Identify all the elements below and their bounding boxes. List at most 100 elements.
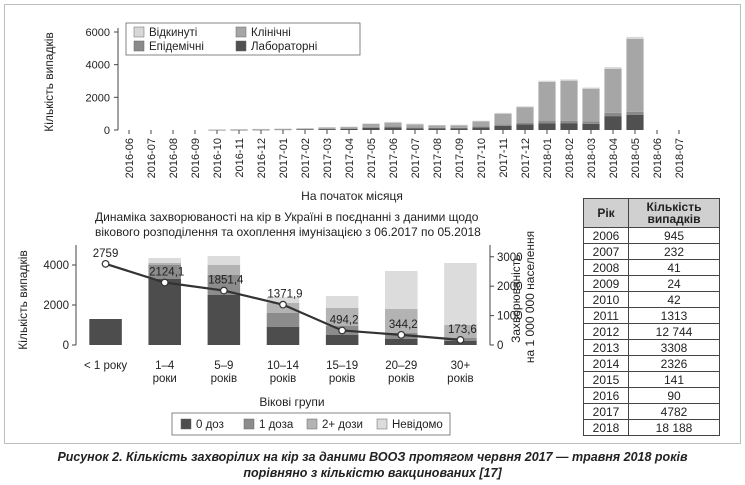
age-legend-label: 2+ дози — [322, 419, 363, 431]
monthly-bar-segment — [340, 126, 358, 128]
monthly-bar-segment — [340, 126, 358, 129]
monthly-bar-segment — [340, 128, 358, 130]
table-row: 2017 4782 — [583, 403, 720, 420]
monthly-bar-segment — [472, 120, 490, 122]
monthly-bar-segment — [318, 128, 336, 130]
monthly-bar-segment — [274, 128, 292, 130]
monthly-bar-segment — [560, 120, 578, 124]
incidence-data-label: 173,6 — [448, 324, 477, 336]
incidence-point — [101, 259, 110, 268]
monthly-x-tick-label: 2016-08 — [168, 138, 180, 178]
monthly-bar-segment — [538, 123, 556, 130]
age-legend-label: Невідомо — [392, 419, 443, 431]
monthly-bar-segment — [560, 80, 578, 121]
table-cell-year: 2018 — [583, 419, 629, 436]
table-header-row: Рік Кількість випадків — [583, 198, 720, 228]
monthly-bar-segment — [406, 128, 424, 130]
monthly-legend-label: Епідемічні — [149, 41, 204, 53]
table-cell-year: 2010 — [583, 291, 629, 308]
monthly-bar-segment — [626, 114, 644, 130]
monthly-bar-segment — [516, 107, 534, 123]
age-y-axis-label: Кількість випадків — [16, 250, 30, 349]
monthly-x-tick-label: 2016-09 — [190, 138, 202, 178]
table-row: 2013 3308 — [583, 339, 720, 356]
monthly-bar-segment — [318, 129, 336, 130]
monthly-cases-chart: Відкинуті Клінічні Епідемічні Лабораторні 0… — [42, 22, 686, 203]
age-chart-title: Динаміка захворюваності на кір в Україні… — [95, 210, 482, 239]
age-bar-segment — [207, 295, 241, 345]
monthly-bar-segment — [538, 80, 556, 82]
monthly-bar-segment — [626, 111, 644, 115]
table-cell-count: 232 — [628, 243, 720, 260]
incidence-data-label: 2124,1 — [149, 267, 184, 279]
age-bar-segment — [89, 319, 122, 345]
monthly-x-tick-label: 2017-10 — [476, 138, 488, 178]
monthly-bar-segment — [604, 116, 622, 130]
age-x-tick-label-line: 10–14 — [267, 360, 300, 372]
age-x-tick-label: 5–9 років — [211, 360, 238, 385]
monthly-bar-segment — [494, 113, 512, 125]
monthly-bar-segment — [230, 129, 248, 130]
table-row: 2006 945 — [583, 227, 720, 244]
age-x-tick-label: 30+ років — [447, 360, 474, 385]
monthly-x-tick-label: 2017-08 — [432, 138, 444, 178]
age-y2-tick-label: 0 — [497, 340, 503, 352]
table-row: 2018 18 188 — [583, 419, 720, 436]
age-bar-segment — [148, 258, 181, 263]
caption-line-1: Рисунок 2. Кількість захворілих на кір з… — [57, 450, 688, 464]
incidence-data-label: 494,2 — [330, 314, 359, 326]
yearly-cases-table: Рік Кількість випадків 2006 945 2007 232 200… — [583, 198, 720, 436]
table-row: 2016 90 — [583, 387, 720, 404]
age-x-tick-label-line: років — [447, 373, 474, 385]
monthly-bar-segment — [384, 126, 402, 128]
age-bar-segment — [266, 313, 300, 327]
monthly-x-tick-label: 2018-04 — [608, 138, 620, 178]
monthly-legend-label: Лабораторні — [251, 41, 317, 53]
monthly-x-tick-label: 2017-11 — [498, 138, 510, 178]
age-bar-segment — [148, 279, 181, 345]
age-legend: 0 доз 1 доза 2+ дози Невідомо — [171, 412, 451, 436]
caption-line-2: порівняно з кількістю вакцинованих [17] — [243, 466, 502, 480]
age-y2-axis-label: Захворюваність на 1 000 000 населення — [509, 231, 537, 363]
age-bar-segment — [325, 296, 359, 308]
monthly-bar-segment — [296, 129, 314, 130]
age-bar-segment — [148, 263, 181, 265]
table-header-year: Рік — [583, 198, 629, 228]
age-y-tick-label: 2000 — [43, 300, 69, 312]
monthly-bar-segment — [560, 79, 578, 81]
age-x-tick-label: 1–4 роки — [153, 360, 177, 385]
monthly-x-tick-label: 2016-12 — [256, 138, 268, 178]
table-cell-count: 18 188 — [628, 419, 720, 436]
age-bar-segment — [444, 325, 477, 338]
monthly-bar-segment — [582, 87, 600, 89]
monthly-bar-segment — [494, 125, 512, 130]
age-x-tick-label-line: 1–4 — [155, 360, 175, 372]
table-cell-count: 4782 — [628, 403, 720, 420]
table-cell-count: 141 — [628, 371, 720, 388]
monthly-bar-segment — [318, 127, 336, 128]
table-row: 2014 2326 — [583, 355, 720, 372]
monthly-x-axis-label: На початок місяця — [301, 189, 403, 203]
monthly-y-tick-label: 0 — [104, 125, 110, 137]
age-bar-segment — [266, 327, 300, 345]
age-bar-segment — [207, 256, 241, 265]
monthly-legend-swatch — [133, 40, 145, 52]
table-cell-year: 2008 — [583, 259, 629, 276]
age-chart-title-line1: Динаміка захворюваності на кір в Україні… — [95, 210, 479, 224]
monthly-bar-segment — [626, 36, 644, 40]
monthly-bar-segment — [362, 123, 380, 124]
table-cell-year: 2014 — [583, 355, 629, 372]
monthly-bar-segment — [318, 127, 336, 129]
age-bar-segment — [385, 309, 418, 333]
monthly-bar-segment — [428, 127, 446, 129]
incidence-point — [456, 335, 465, 344]
table-cell-year: 2007 — [583, 243, 629, 260]
monthly-bar-segment — [384, 127, 402, 130]
age-x-axis-label: Вікові групи — [259, 395, 324, 409]
monthly-bar-segment — [384, 122, 402, 127]
age-chart-title-line2: вікового розподілення та охоплення імуні… — [95, 225, 481, 239]
monthly-bar-segment — [208, 129, 226, 131]
monthly-bar-segment — [428, 125, 446, 128]
monthly-x-tick-label: 2017-05 — [366, 138, 378, 178]
monthly-legend-swatch — [133, 26, 145, 38]
